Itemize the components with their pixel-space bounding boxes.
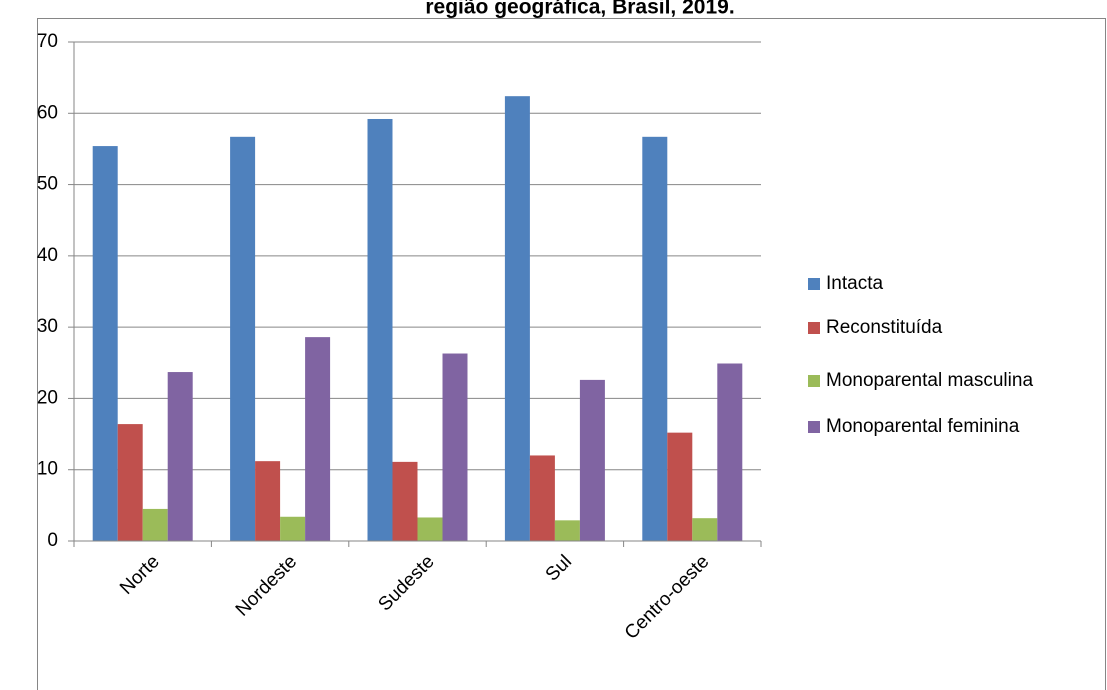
bar: [367, 118, 393, 541]
bar: [417, 517, 443, 541]
y-tick-label: 10: [37, 459, 58, 480]
bar: [579, 379, 605, 541]
y-tick-label: 30: [37, 316, 58, 337]
bar: [230, 136, 256, 541]
bar: [529, 455, 555, 541]
legend-swatch: [808, 278, 820, 290]
bar: [667, 432, 693, 541]
bar: [92, 146, 118, 541]
chart-frame: [37, 18, 1106, 690]
y-tick-label: 0: [47, 530, 58, 551]
bar: [142, 508, 168, 541]
legend-swatch: [808, 421, 820, 433]
bar: [554, 520, 580, 541]
y-tick-label: 50: [37, 174, 58, 195]
bar: [504, 96, 530, 542]
legend-label: Reconstituída: [826, 317, 943, 338]
y-tick-label: 70: [37, 31, 58, 52]
legend-label: Monoparental feminina: [826, 416, 1020, 437]
bar: [717, 363, 743, 541]
chart-title: região geográfica, Brasil, 2019.: [425, 0, 734, 19]
y-tick-label: 60: [37, 102, 58, 123]
bar: [642, 136, 668, 541]
y-tick-label: 40: [37, 245, 58, 266]
bar: [305, 337, 331, 541]
bar: [442, 353, 468, 541]
bar: [392, 461, 418, 541]
legend-swatch: [808, 322, 820, 334]
bar: [255, 461, 281, 541]
bar: [117, 424, 143, 541]
y-tick-label: 20: [37, 387, 58, 408]
legend-label: Intacta: [826, 273, 883, 294]
legend-label: Monoparental masculina: [826, 370, 1033, 391]
bar: [692, 518, 718, 541]
bar: [167, 372, 193, 541]
legend-swatch: [808, 375, 820, 387]
bar: [280, 516, 306, 541]
